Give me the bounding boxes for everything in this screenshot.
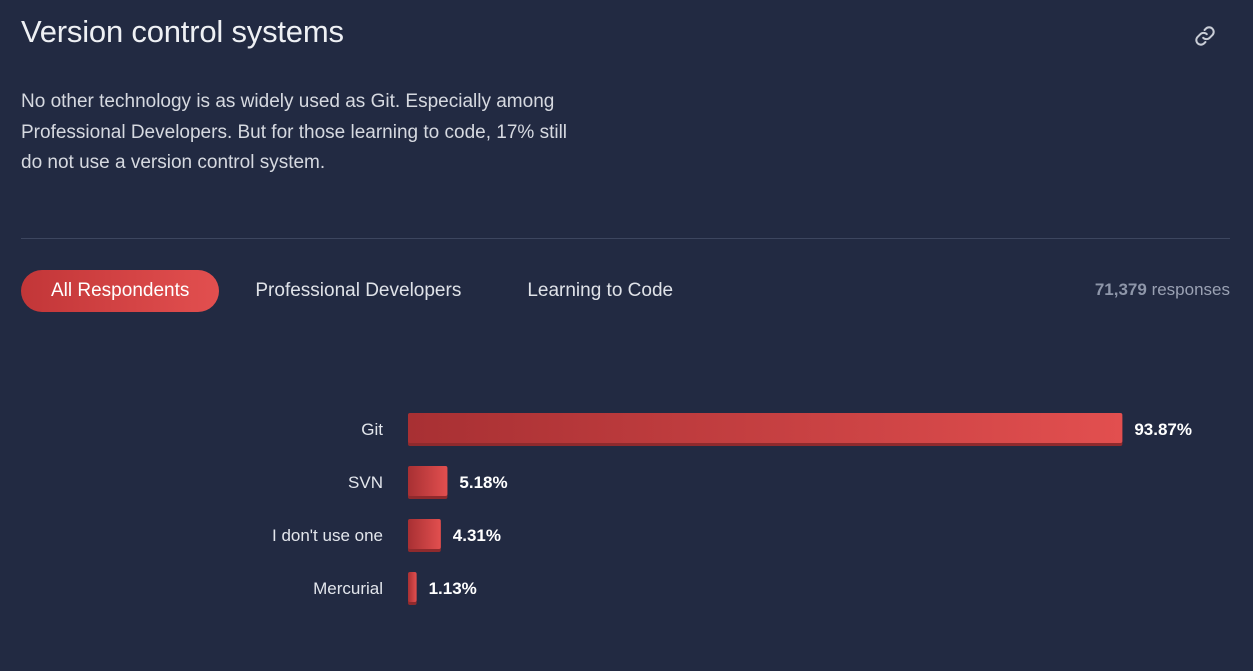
category-label-svn: SVN bbox=[348, 473, 383, 492]
bar-git[interactable] bbox=[408, 413, 1123, 443]
section-description: No other technology is as widely used as… bbox=[21, 91, 568, 173]
category-label-i-don-t-use-one: I don't use one bbox=[272, 526, 383, 545]
divider bbox=[21, 238, 1230, 239]
responses-number: 71,379 bbox=[1094, 280, 1147, 299]
tab-professional-developers[interactable]: Professional Developers bbox=[255, 280, 462, 301]
link-icon bbox=[1195, 26, 1215, 46]
section-title: Version control systems bbox=[21, 14, 344, 49]
value-label-i-don-t-use-one: 4.31% bbox=[453, 526, 501, 545]
respondent-tabs: All Respondents Professional Developers … bbox=[21, 270, 673, 312]
bar-svn[interactable] bbox=[408, 466, 448, 496]
bar-i-don-t-use-one[interactable] bbox=[408, 519, 441, 549]
responses-count: 71,379 responses bbox=[1095, 280, 1230, 300]
value-label-mercurial: 1.13% bbox=[429, 579, 477, 598]
permalink-button[interactable] bbox=[1191, 22, 1219, 50]
category-label-git: Git bbox=[361, 420, 383, 439]
value-label-svn: 5.18% bbox=[459, 473, 507, 492]
tab-learning-to-code[interactable]: Learning to Code bbox=[527, 280, 674, 301]
category-label-mercurial: Mercurial bbox=[313, 579, 383, 598]
value-label-git: 93.87% bbox=[1134, 420, 1192, 439]
tab-all-respondents[interactable]: All Respondents bbox=[21, 270, 220, 312]
responses-label: responses bbox=[1151, 280, 1230, 299]
bar-mercurial[interactable] bbox=[408, 572, 417, 602]
